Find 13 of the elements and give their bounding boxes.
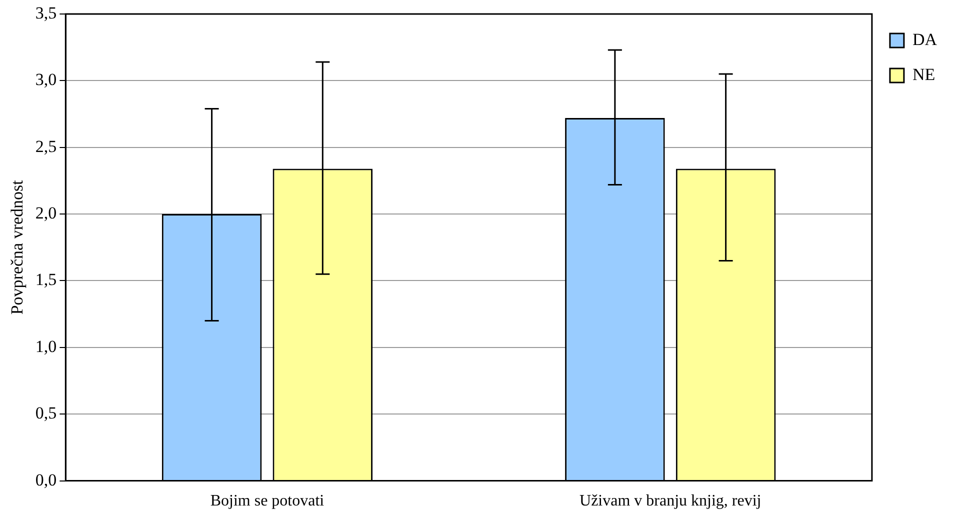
y-tick-label: 1,0 bbox=[35, 336, 57, 356]
y-tick-label: 0,0 bbox=[35, 470, 57, 490]
y-tick-label: 1,5 bbox=[35, 270, 57, 290]
y-tick-label: 0,5 bbox=[35, 404, 57, 423]
y-tick-label: 2,0 bbox=[35, 204, 57, 223]
y-tick-label: 2,5 bbox=[35, 136, 57, 156]
legend-label: DA bbox=[912, 30, 938, 49]
y-tick-label: 3,5 bbox=[35, 3, 57, 22]
y-axis-title: Povprečna vrednost bbox=[8, 180, 27, 315]
x-tick-label: Bojim se potovati bbox=[210, 492, 325, 510]
legend-label: NE bbox=[912, 64, 936, 84]
x-tick-label: Uživam v branju knjig, revij bbox=[580, 492, 762, 510]
y-tick-label: 3,0 bbox=[35, 70, 57, 90]
